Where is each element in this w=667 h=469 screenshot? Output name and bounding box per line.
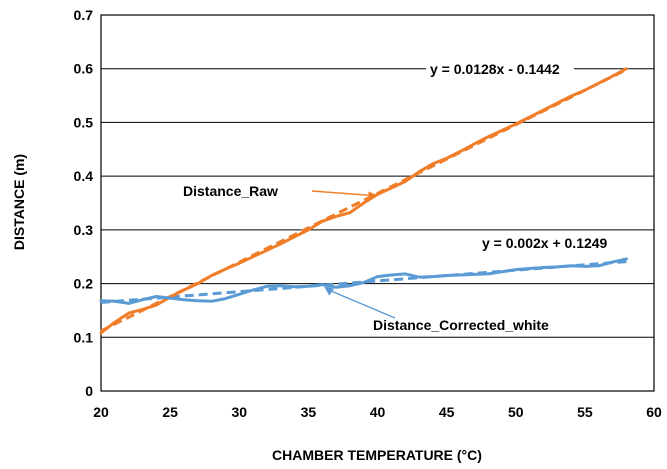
series-line [99,67,628,335]
x-tick-label: 55 [577,404,593,420]
arrowhead [368,191,378,200]
y-tick-label: 0.5 [74,114,94,130]
y-tick-label: 0.3 [74,222,94,238]
trendline-equation-corrected: y = 0.002x + 0.1249 [482,235,608,251]
trendline-equation-raw: y = 0.0128x - 0.1442 [430,61,560,77]
y-tick-labels: 0 0.1 0.2 0.3 0.4 0.5 0.6 0.7 [74,7,94,399]
x-tick-label: 35 [301,404,317,420]
y-tick-label: 0.6 [74,61,94,77]
x-tick-label: 45 [439,404,455,420]
axes [100,14,655,392]
y-tick-label: 0.2 [74,276,94,292]
y-tick-label: 0.1 [74,329,94,345]
x-axis-title: CHAMBER TEMPERATURE (°C) [272,447,482,463]
plot-area-border [100,14,655,392]
y-tick-label: 0.7 [74,7,94,23]
series-label-raw: Distance_Raw [183,183,278,199]
x-tick-label: 50 [508,404,524,420]
x-tick-label: 40 [370,404,386,420]
y-axis-title: DISTANCE (m) [11,154,27,250]
y-tick-label: 0 [85,383,93,399]
arrowhead [324,286,335,296]
x-tick-label: 60 [646,404,662,420]
x-tick-label: 20 [93,404,109,420]
x-tick-label: 25 [162,404,178,420]
series-line [99,257,628,305]
equation-background [478,232,628,252]
equation-background [426,58,574,78]
series-lines [99,67,628,335]
x-tick-label: 30 [231,404,247,420]
annotations: Distance_Raw Distance_Corrected_white y = … [183,58,628,333]
annotation-arrow [329,290,396,319]
y-tick-label: 0.4 [74,168,94,184]
series-label-corrected: Distance_Corrected_white [373,317,549,333]
x-tick-labels: 20 25 30 35 40 45 50 55 60 [93,404,662,420]
annotation-arrow [311,190,372,197]
